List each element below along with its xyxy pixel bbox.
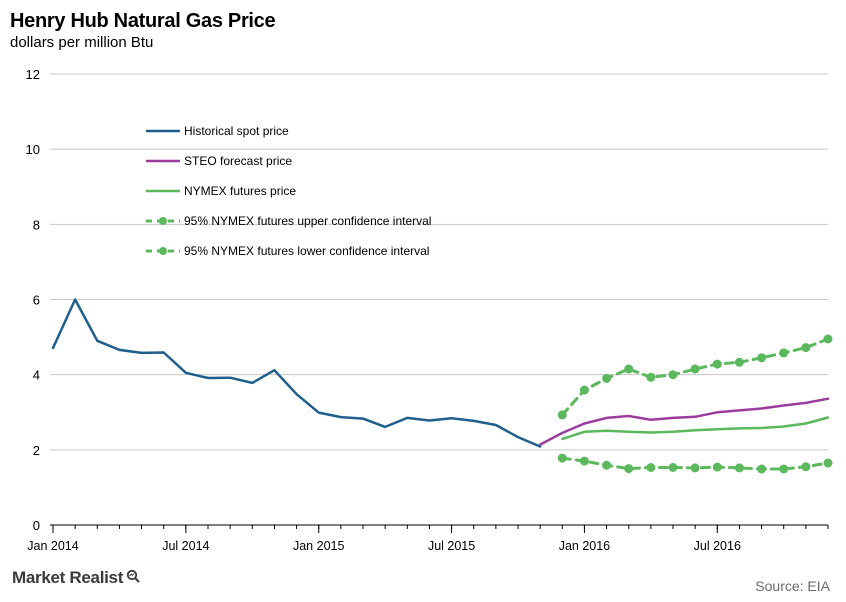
- series-line-1: [51, 298, 542, 448]
- series-line-2: [538, 397, 830, 446]
- series-5-point: [734, 463, 744, 473]
- series-4-point: [668, 370, 678, 380]
- legend-label: STEO forecast price: [184, 154, 292, 168]
- series-5-point: [557, 453, 567, 463]
- series-line-4: [560, 337, 830, 417]
- series-5-point: [779, 464, 789, 474]
- magnifier-icon: [126, 568, 140, 588]
- grid-lines: [50, 73, 828, 451]
- y-tick-label: 8: [33, 217, 40, 232]
- y-tick-label: 0: [33, 518, 40, 533]
- legend-marker: [159, 217, 167, 225]
- series-5-point: [646, 463, 656, 472]
- x-tick-label: Jan 2014: [27, 539, 78, 553]
- series-5-point: [690, 463, 700, 473]
- legend-marker: [159, 247, 167, 255]
- x-tick-label: Jan 2016: [559, 539, 610, 553]
- legend-label: NYMEX futures price: [184, 184, 296, 198]
- series-4-point: [602, 373, 612, 383]
- series-4-point: [823, 334, 833, 344]
- series-4-point: [712, 359, 722, 369]
- series-4-point: [779, 348, 789, 358]
- series-5-point: [712, 462, 722, 472]
- brand-name: Market Realist: [12, 568, 124, 587]
- x-tick-label: Jan 2015: [293, 539, 344, 553]
- series-4-point: [557, 410, 567, 420]
- chart-title: Henry Hub Natural Gas Price: [10, 10, 276, 32]
- series-5-point: [579, 456, 589, 466]
- legend-label: 95% NYMEX futures upper confidence inter…: [184, 214, 431, 228]
- y-tick-label: 10: [26, 142, 40, 157]
- series-4-point: [690, 364, 700, 374]
- legend-label: Historical spot price: [184, 124, 289, 138]
- source-note: Source: EIA: [755, 578, 830, 594]
- series-4-point: [646, 372, 656, 382]
- y-tick-label: 12: [26, 67, 40, 82]
- series-group: [51, 298, 833, 474]
- series-4-point: [757, 353, 767, 363]
- series-4-point: [624, 364, 634, 374]
- series-5-point: [624, 464, 634, 474]
- series-4-point: [734, 357, 744, 367]
- series-5-point: [668, 463, 678, 472]
- x-tick-label: Jul 2015: [428, 539, 475, 553]
- y-tick-label: 2: [33, 443, 40, 458]
- series-5-point: [757, 464, 767, 474]
- series-5-point: [602, 460, 612, 470]
- brand-logo: Market Realist: [12, 568, 140, 588]
- series-4-point: [579, 385, 589, 395]
- series-5-point: [801, 462, 811, 472]
- series-5-point: [823, 458, 833, 468]
- axes: 0 2 4 6 8 10 12 Jan 2014 Jul 2014 Jan 2015 Jul 201…: [26, 67, 829, 553]
- legend: Historical spot price STEO forecast price…: [146, 124, 431, 258]
- legend-label: 95% NYMEX futures lower confidence inter…: [184, 244, 429, 258]
- x-tick-label: Jul 2014: [162, 539, 209, 553]
- chart-subtitle: dollars per million Btu: [10, 34, 154, 51]
- series-line-3: [561, 416, 830, 441]
- y-tick-label: 4: [33, 368, 40, 383]
- y-tick-label: 6: [33, 293, 40, 308]
- series-4-point: [801, 343, 811, 353]
- x-tick-label: Jul 2016: [694, 539, 741, 553]
